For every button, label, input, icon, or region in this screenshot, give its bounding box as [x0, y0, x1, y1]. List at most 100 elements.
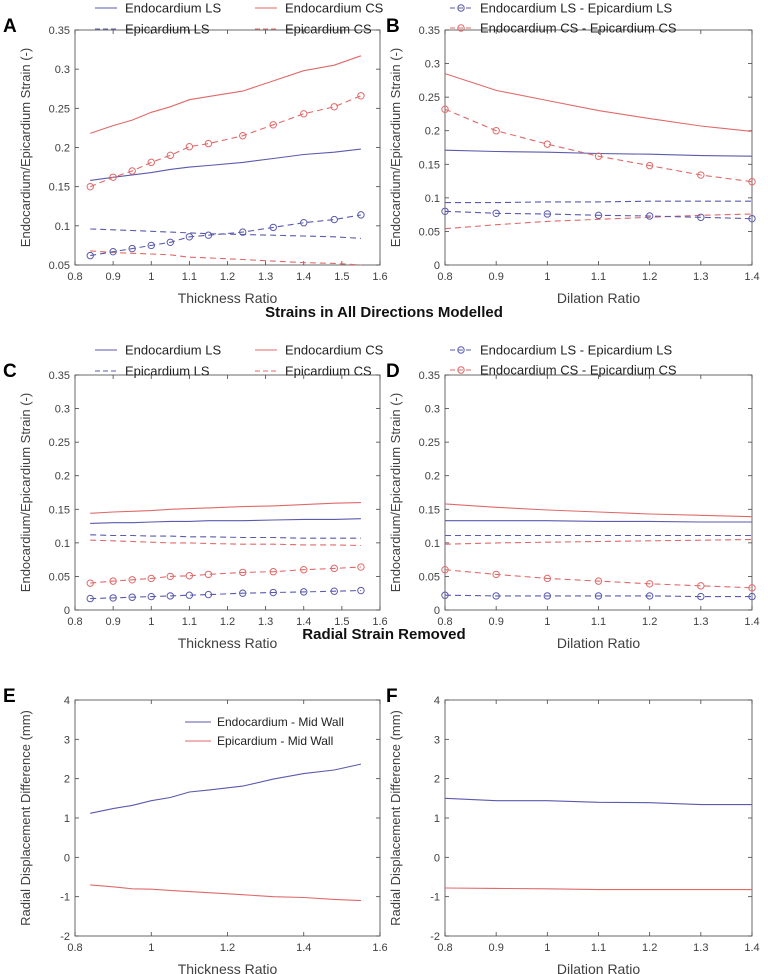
data-point-endocardium-ls-epicardium-ls [543, 210, 552, 218]
data-point-endocardium-ls-epicardium-ls [239, 228, 247, 236]
panel-letter: D [386, 361, 400, 382]
data-point-endocardium-ls-epicardium-ls [594, 211, 603, 220]
data-point-endocardium-ls-epicardium-ls [697, 213, 705, 222]
y-tick-label: 2 [434, 774, 440, 786]
y-tick-label: 0.15 [419, 504, 440, 516]
y-axis-label: Endocardium/Epicardium Strain (-) [388, 48, 403, 247]
data-point-endocardium-ls-epicardium-ls [645, 592, 654, 600]
series-line-epicardium-cs [90, 250, 361, 266]
series-line-endocardium-mid-wall [444, 797, 752, 806]
panel-letter: E [3, 686, 16, 707]
series-line-epicardium-ls [90, 228, 361, 239]
series-line-endocardium-ls [90, 148, 361, 181]
x-tick-label: 1.1 [591, 271, 606, 283]
series-line-endocardium-cs [444, 503, 753, 518]
data-point-endocardium-cs-epicardium-cs [357, 563, 365, 571]
data-point-endocardium-cs-epicardium-cs [204, 139, 213, 148]
data-point-endocardium-ls-epicardium-ls [147, 241, 155, 250]
y-axis-label: Endocardium/Epicardium Strain (-) [18, 48, 33, 247]
x-tick-label: 0.9 [105, 271, 120, 283]
x-tick-label: 1.1 [182, 271, 197, 283]
x-tick-label: 1.5 [334, 616, 349, 628]
series-line-epicardium-ls [90, 534, 361, 539]
y-tick-label: 3 [434, 734, 440, 746]
data-point-endocardium-ls-epicardium-ls [269, 223, 277, 232]
data-point-endocardium-cs-epicardium-cs [300, 566, 308, 574]
x-tick-label: 1 [544, 616, 550, 628]
panel-c: C 0.8 0.9 1 1.1 1.2 1.3 1.4 1.5 1.6 0 0.05 0.1 0.15 0.… [3, 343, 388, 652]
data-point-endocardium-ls-epicardium-ls [86, 594, 94, 603]
y-tick-label: 2 [64, 774, 70, 786]
x-tick-label: 1.1 [182, 616, 197, 628]
legend-marker [457, 4, 465, 12]
panel-e: E 0.8 1 1.2 1.4 1.6 -2 -1 0 1 2 3 4 Thickness Ratio Ra… [3, 686, 388, 974]
x-tick-label: 1.5 [334, 271, 349, 283]
data-point-endocardium-ls-epicardium-ls [492, 592, 500, 600]
data-point-endocardium-cs-epicardium-cs [128, 167, 136, 175]
legend-marker [457, 366, 465, 374]
data-point-endocardium-cs-epicardium-cs [147, 574, 155, 583]
data-point-endocardium-ls-epicardium-ls [109, 594, 117, 602]
data-point-endocardium-cs-epicardium-cs [269, 121, 277, 129]
y-tick-label: 0.1 [425, 538, 440, 550]
series-line-epicardium-cs [444, 213, 753, 230]
data-point-endocardium-ls-epicardium-ls [748, 214, 756, 223]
x-tick-label: 1.4 [744, 942, 759, 954]
data-point-endocardium-ls-epicardium-ls [204, 590, 213, 599]
y-tick-label: 0.05 [419, 226, 440, 238]
x-tick-label: 0.9 [489, 271, 504, 283]
series-line-endocardium-cs-epicardium-cs [444, 108, 753, 183]
data-point-endocardium-cs-epicardium-cs [185, 572, 194, 580]
axes-box [74, 374, 381, 611]
panel-letter: C [3, 361, 17, 382]
x-tick-label: 1.1 [591, 942, 606, 954]
data-point-endocardium-ls-epicardium-ls [128, 244, 136, 253]
series-line-endocardium-cs [444, 73, 753, 132]
panel-b: B 0.8 0.9 1 1.1 1.2 1.3 1.4 0 0.05 0.1 0.15 0.2 0.25 0… [386, 1, 760, 307]
x-tick-label: 1.4 [296, 616, 311, 628]
y-tick-label: 0.15 [419, 159, 440, 171]
x-tick-label: 0.8 [67, 942, 82, 954]
x-axis-label: Dilation Ratio [557, 635, 640, 651]
data-point-endocardium-cs-epicardium-cs [109, 173, 117, 181]
data-point-endocardium-ls-epicardium-ls [128, 593, 136, 601]
y-tick-label: 0 [434, 852, 440, 864]
legend-label: Epicardium CS [285, 22, 372, 37]
x-axis-label: Thickness Ratio [178, 635, 278, 651]
data-point-endocardium-cs-epicardium-cs [697, 582, 705, 590]
y-tick-label: 0.15 [49, 504, 70, 516]
legend-label: Epicardium LS [125, 364, 210, 379]
y-tick-label: 0 [434, 605, 440, 617]
data-point-endocardium-ls-epicardium-ls [86, 251, 94, 260]
data-point-endocardium-ls-epicardium-ls [645, 212, 654, 220]
data-point-endocardium-ls-epicardium-ls [204, 231, 213, 239]
series-line-endocardium-cs-epicardium-cs [90, 566, 361, 584]
y-tick-label: 3 [64, 734, 70, 746]
legend-marker [457, 346, 465, 354]
series-line-endocardium-cs-epicardium-cs [89, 95, 362, 188]
x-tick-label: 1 [148, 271, 154, 283]
panel-letter: F [386, 686, 398, 707]
x-tick-label: 0.9 [105, 616, 120, 628]
x-tick-label: 1.6 [372, 616, 387, 628]
series-line-endocardium-cs [90, 502, 361, 514]
series-line-endocardium-ls-epicardium-ls [90, 214, 361, 257]
series-line-epicardium-mid-wall [90, 884, 361, 902]
legend-label: Endocardium CS [285, 343, 384, 358]
x-tick-label: 0.8 [437, 271, 452, 283]
x-tick-label: 1.4 [296, 271, 311, 283]
x-tick-label: 1 [544, 271, 550, 283]
data-point-endocardium-cs-epicardium-cs [204, 570, 213, 579]
y-tick-label: 0.1 [425, 193, 440, 205]
series-line-epicardium-mid-wall [444, 887, 752, 891]
x-tick-label: 1.1 [591, 616, 606, 628]
series-line-endocardium-ls-epicardium-ls [444, 210, 753, 220]
legend-label: Endocardium CS - Epicardium CS [480, 363, 677, 378]
legend-label: Endocardium CS [285, 1, 384, 16]
x-tick-label: 0.9 [489, 616, 504, 628]
data-point-endocardium-cs-epicardium-cs [357, 92, 365, 100]
x-tick-label: 0.9 [489, 942, 504, 954]
data-point-endocardium-ls-epicardium-ls [147, 592, 155, 601]
x-tick-label: 1.3 [258, 271, 273, 283]
x-tick-label: 1.3 [258, 616, 273, 628]
